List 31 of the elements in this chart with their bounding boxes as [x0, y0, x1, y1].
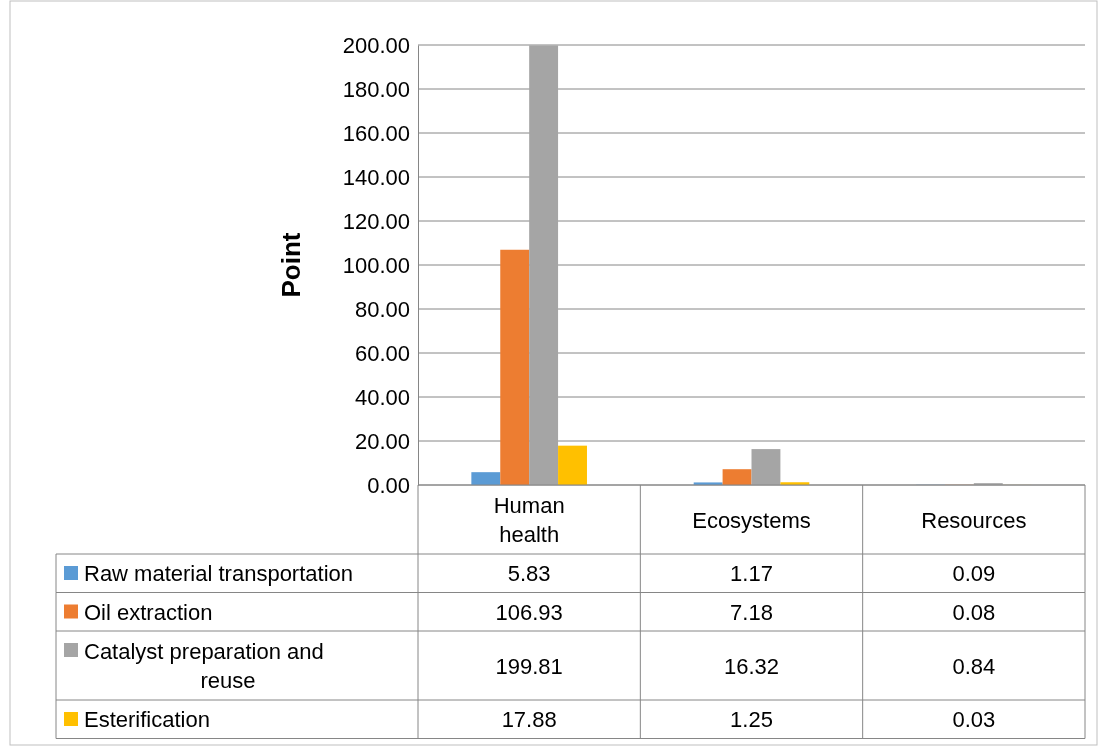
y-tick-label: 200.00	[342, 32, 410, 58]
y-tick-label: 40.00	[354, 384, 410, 410]
data-label: 16.32	[723, 653, 780, 679]
data-label: 199.81	[495, 653, 563, 679]
y-axis-title: Point	[276, 232, 306, 298]
legend-label: Raw material transportation	[84, 561, 354, 587]
data-label: 1.25	[730, 707, 773, 733]
y-tick-label: 140.00	[342, 164, 410, 190]
data-label: 0.08	[952, 599, 996, 625]
y-tick-label: 160.00	[342, 120, 410, 146]
y-tick-label: 20.00	[354, 428, 410, 454]
y-tick-label: 60.00	[354, 340, 410, 366]
y-tick-label: 100.00	[342, 252, 410, 278]
y-tick-label: 0.00	[367, 472, 410, 498]
legend-label: Esterification	[84, 707, 210, 733]
data-label: 0.84	[952, 653, 996, 679]
data-label: 5.83	[507, 561, 551, 587]
y-tick-label: 120.00	[342, 208, 410, 234]
data-label: 0.03	[952, 707, 996, 733]
x-tick-label: Resources	[921, 507, 1027, 533]
data-label: 0.09	[952, 561, 996, 587]
data-label: 17.88	[501, 707, 557, 733]
data-label: 106.93	[495, 599, 563, 625]
y-tick-label: 80.00	[354, 296, 410, 322]
data-label: 1.17	[730, 561, 773, 587]
legend-label: Catalyst preparation and reuse	[84, 639, 324, 693]
data-label: 7.18	[730, 599, 773, 625]
x-tick-label: Human health	[493, 493, 565, 547]
x-tick-label: Ecosystems	[692, 507, 811, 533]
y-tick-label: 180.00	[342, 76, 410, 102]
legend-label: Oil extraction	[84, 599, 213, 625]
